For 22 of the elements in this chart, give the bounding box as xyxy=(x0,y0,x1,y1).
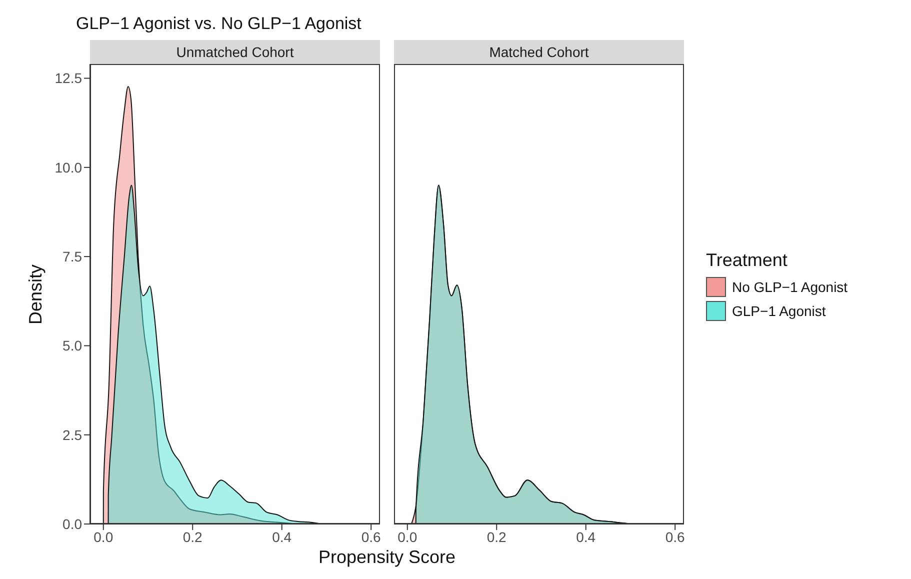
x-tick-label: 0.6 xyxy=(665,528,686,545)
x-tick-label: 0.4 xyxy=(576,528,596,545)
y-tick-label: 12.5 xyxy=(54,70,82,86)
y-tick-label: 0.0 xyxy=(62,516,82,532)
y-tick-label: 10.0 xyxy=(54,159,82,176)
y-tick-label: 7.5 xyxy=(62,248,82,265)
x-axis-title: Propensity Score xyxy=(317,546,457,568)
x-tick-label: 0.0 xyxy=(94,528,114,545)
x-tick-label: 0.2 xyxy=(486,528,507,545)
y-axis-title: Density xyxy=(26,264,46,324)
x-tick-label: 0.4 xyxy=(272,528,292,545)
legend-label: GLP−1 Agonist xyxy=(732,303,826,319)
x-tick-label: 0.6 xyxy=(361,528,382,545)
y-tick-label: 5.0 xyxy=(62,338,82,354)
legend-title: Treatment xyxy=(706,250,788,271)
chart-title: GLP−1 Agonist vs. No GLP−1 Agonist xyxy=(76,14,362,34)
chart-subtitle: Unmatched Cohort xyxy=(90,40,380,64)
chart-subtitle: Matched Cohort xyxy=(394,40,684,64)
x-tick-label: 0.0 xyxy=(398,528,418,545)
x-tick-label: 0.2 xyxy=(182,528,203,545)
legend-label: No GLP−1 Agonist xyxy=(732,279,848,295)
y-tick-label: 2.5 xyxy=(62,426,82,443)
